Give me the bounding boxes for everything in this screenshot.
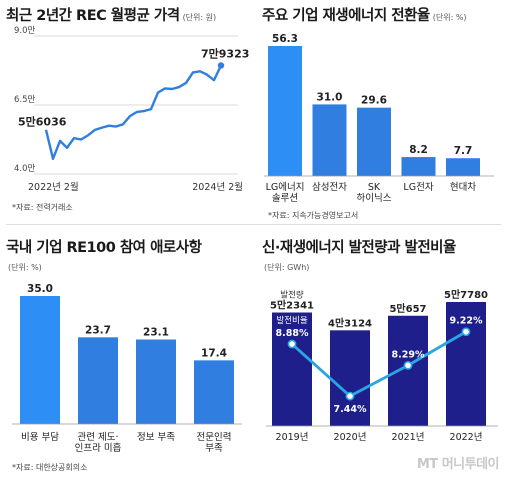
re100-bar	[136, 339, 176, 424]
generation-bar-value-label: 4만3124	[328, 316, 372, 329]
conversion-bar	[312, 104, 347, 176]
conversion-bar-chart: 56.3 LG에너지 솔루션 31.0 삼성전자 29.6 SK 하이닉스 8.2 LG전자 7.7…	[264, 33, 494, 204]
re100-value-label: 17.4	[201, 347, 227, 359]
re100-title: 국내 기업 RE100 참여 애로사항	[6, 240, 202, 256]
generation-year-label: 2022년	[450, 432, 483, 443]
generation-line-header: 발전비율	[276, 315, 307, 326]
panel-divider	[6, 224, 501, 225]
generation-combo-chart: 5만2341 2019년 4만3124 2020년 5만657 2021년 5만7780 20…	[266, 288, 498, 443]
conversion-value-label: 56.3	[272, 33, 298, 45]
re100-source: *자료: 대한상공회의소	[12, 463, 88, 472]
generation-ratio-label: 9.22%	[450, 316, 483, 327]
conversion-source: *자료: 지속가능경영보고서	[268, 211, 359, 220]
rec-start-label: 5만6036	[18, 115, 67, 129]
generation-ratio-label: 7.44%	[334, 404, 367, 415]
generation-bar	[388, 315, 428, 426]
re100-bar	[78, 337, 118, 424]
generation-year-label: 2021년	[392, 432, 425, 443]
re100-unit: (단위: %)	[8, 263, 42, 272]
conversion-category-label: 현대차	[450, 181, 476, 193]
conversion-bar	[268, 46, 302, 176]
rec-line-chart: 9.0만 6.5만 4.0만 5만6036 7만9323 2022년 2월 2024년 2월	[14, 26, 249, 193]
re100-bar-chart: 35.0 비용 부담 23.7 관련 제도· 인프라 미흡 23.1 정보 부족 17.4 전문…	[12, 283, 242, 454]
generation-bar-header: 발전량	[280, 290, 304, 301]
rec-y-tick: 6.5만	[14, 95, 36, 105]
conversion-category-label: LG전자	[403, 182, 433, 193]
rec-end-label: 7만9323	[201, 46, 249, 60]
rec-end-point	[217, 62, 225, 69]
generation-bar	[446, 302, 486, 426]
conversion-bar	[357, 107, 391, 176]
re100-value-label: 35.0	[27, 283, 53, 295]
conversion-category-label: LG에너지 솔루션	[266, 182, 305, 204]
conversion-panel: 주요 기업 재생에너지 전환율 (단위: %) 56.3 LG에너지 솔루션 31.0 삼…	[262, 4, 502, 220]
generation-ratio-point	[461, 327, 471, 337]
logo-text: MT 머니투데이	[416, 457, 500, 472]
rec-y-tick: 9.0만	[14, 26, 36, 36]
conversion-bar	[401, 157, 436, 176]
generation-ratio-line	[291, 330, 467, 398]
conversion-unit: (단위: %)	[432, 13, 467, 22]
conversion-value-label: 29.6	[361, 95, 387, 107]
generation-ratio-point	[403, 360, 413, 370]
generation-bar-value-label: 5만7780	[444, 288, 488, 301]
generation-year-label: 2020년	[334, 432, 367, 443]
rec-x-label-end: 2024년 2월	[192, 181, 243, 193]
rec-price-line	[44, 64, 223, 161]
rec-title: 최근 2년간 REC 월평균 가격 (단위: 원)	[6, 8, 217, 24]
conversion-category-label: SK 하이닉스	[357, 182, 392, 204]
re100-bar	[20, 296, 60, 424]
generation-ratio-label: 8.88%	[276, 328, 309, 339]
re100-value-label: 23.1	[143, 327, 169, 339]
generation-ratio-point	[287, 339, 297, 349]
rec-x-label-start: 2022년 2월	[28, 181, 79, 193]
conversion-value-label: 31.0	[317, 91, 343, 103]
re100-category-label: 관련 제도· 인프라 미흡	[75, 432, 122, 454]
generation-unit: (단위: GWh)	[264, 263, 310, 272]
rec-y-tick: 4.0만	[14, 164, 36, 174]
re100-value-label: 23.7	[85, 324, 111, 336]
conversion-value-label: 7.7	[454, 145, 473, 157]
generation-ratio-point	[345, 391, 355, 401]
generation-title: 신·재생에너지 발전량과 발전비율	[262, 240, 456, 256]
generation-bar	[272, 312, 312, 426]
re100-panel: 국내 기업 RE100 참여 애로사항 (단위: %) 35.0 비용 부담 23.…	[6, 236, 246, 476]
conversion-value-label: 8.2	[409, 144, 428, 156]
conversion-category-label: 삼성전자	[312, 182, 347, 193]
rec-source: *자료: 전력거래소	[12, 203, 73, 212]
re100-category-label: 비용 부담	[21, 431, 59, 443]
re100-category-label: 정보 부족	[137, 432, 175, 443]
re100-category-label: 전문인력 부족	[197, 431, 232, 454]
generation-ratio-label: 8.29%	[392, 349, 425, 360]
generation-panel: 신·재생에너지 발전량과 발전비율 (단위: GWh) 5만2341 2019년 4…	[262, 236, 502, 476]
re100-bar	[194, 360, 234, 424]
generation-year-label: 2019년	[276, 432, 309, 443]
rec-price-panel: 최근 2년간 REC 월평균 가격 (단위: 원) 9.0만 6.5만 4.0만 5만6…	[6, 4, 249, 220]
conversion-bar	[446, 158, 480, 176]
rec-unit: (단위: 원)	[182, 13, 217, 22]
generation-bar-value-label: 5만657	[389, 302, 426, 315]
conversion-title: 주요 기업 재생에너지 전환율 (단위: %)	[262, 8, 467, 24]
generation-bar-value-label: 5만2341	[270, 299, 314, 312]
generation-bar	[330, 330, 370, 426]
